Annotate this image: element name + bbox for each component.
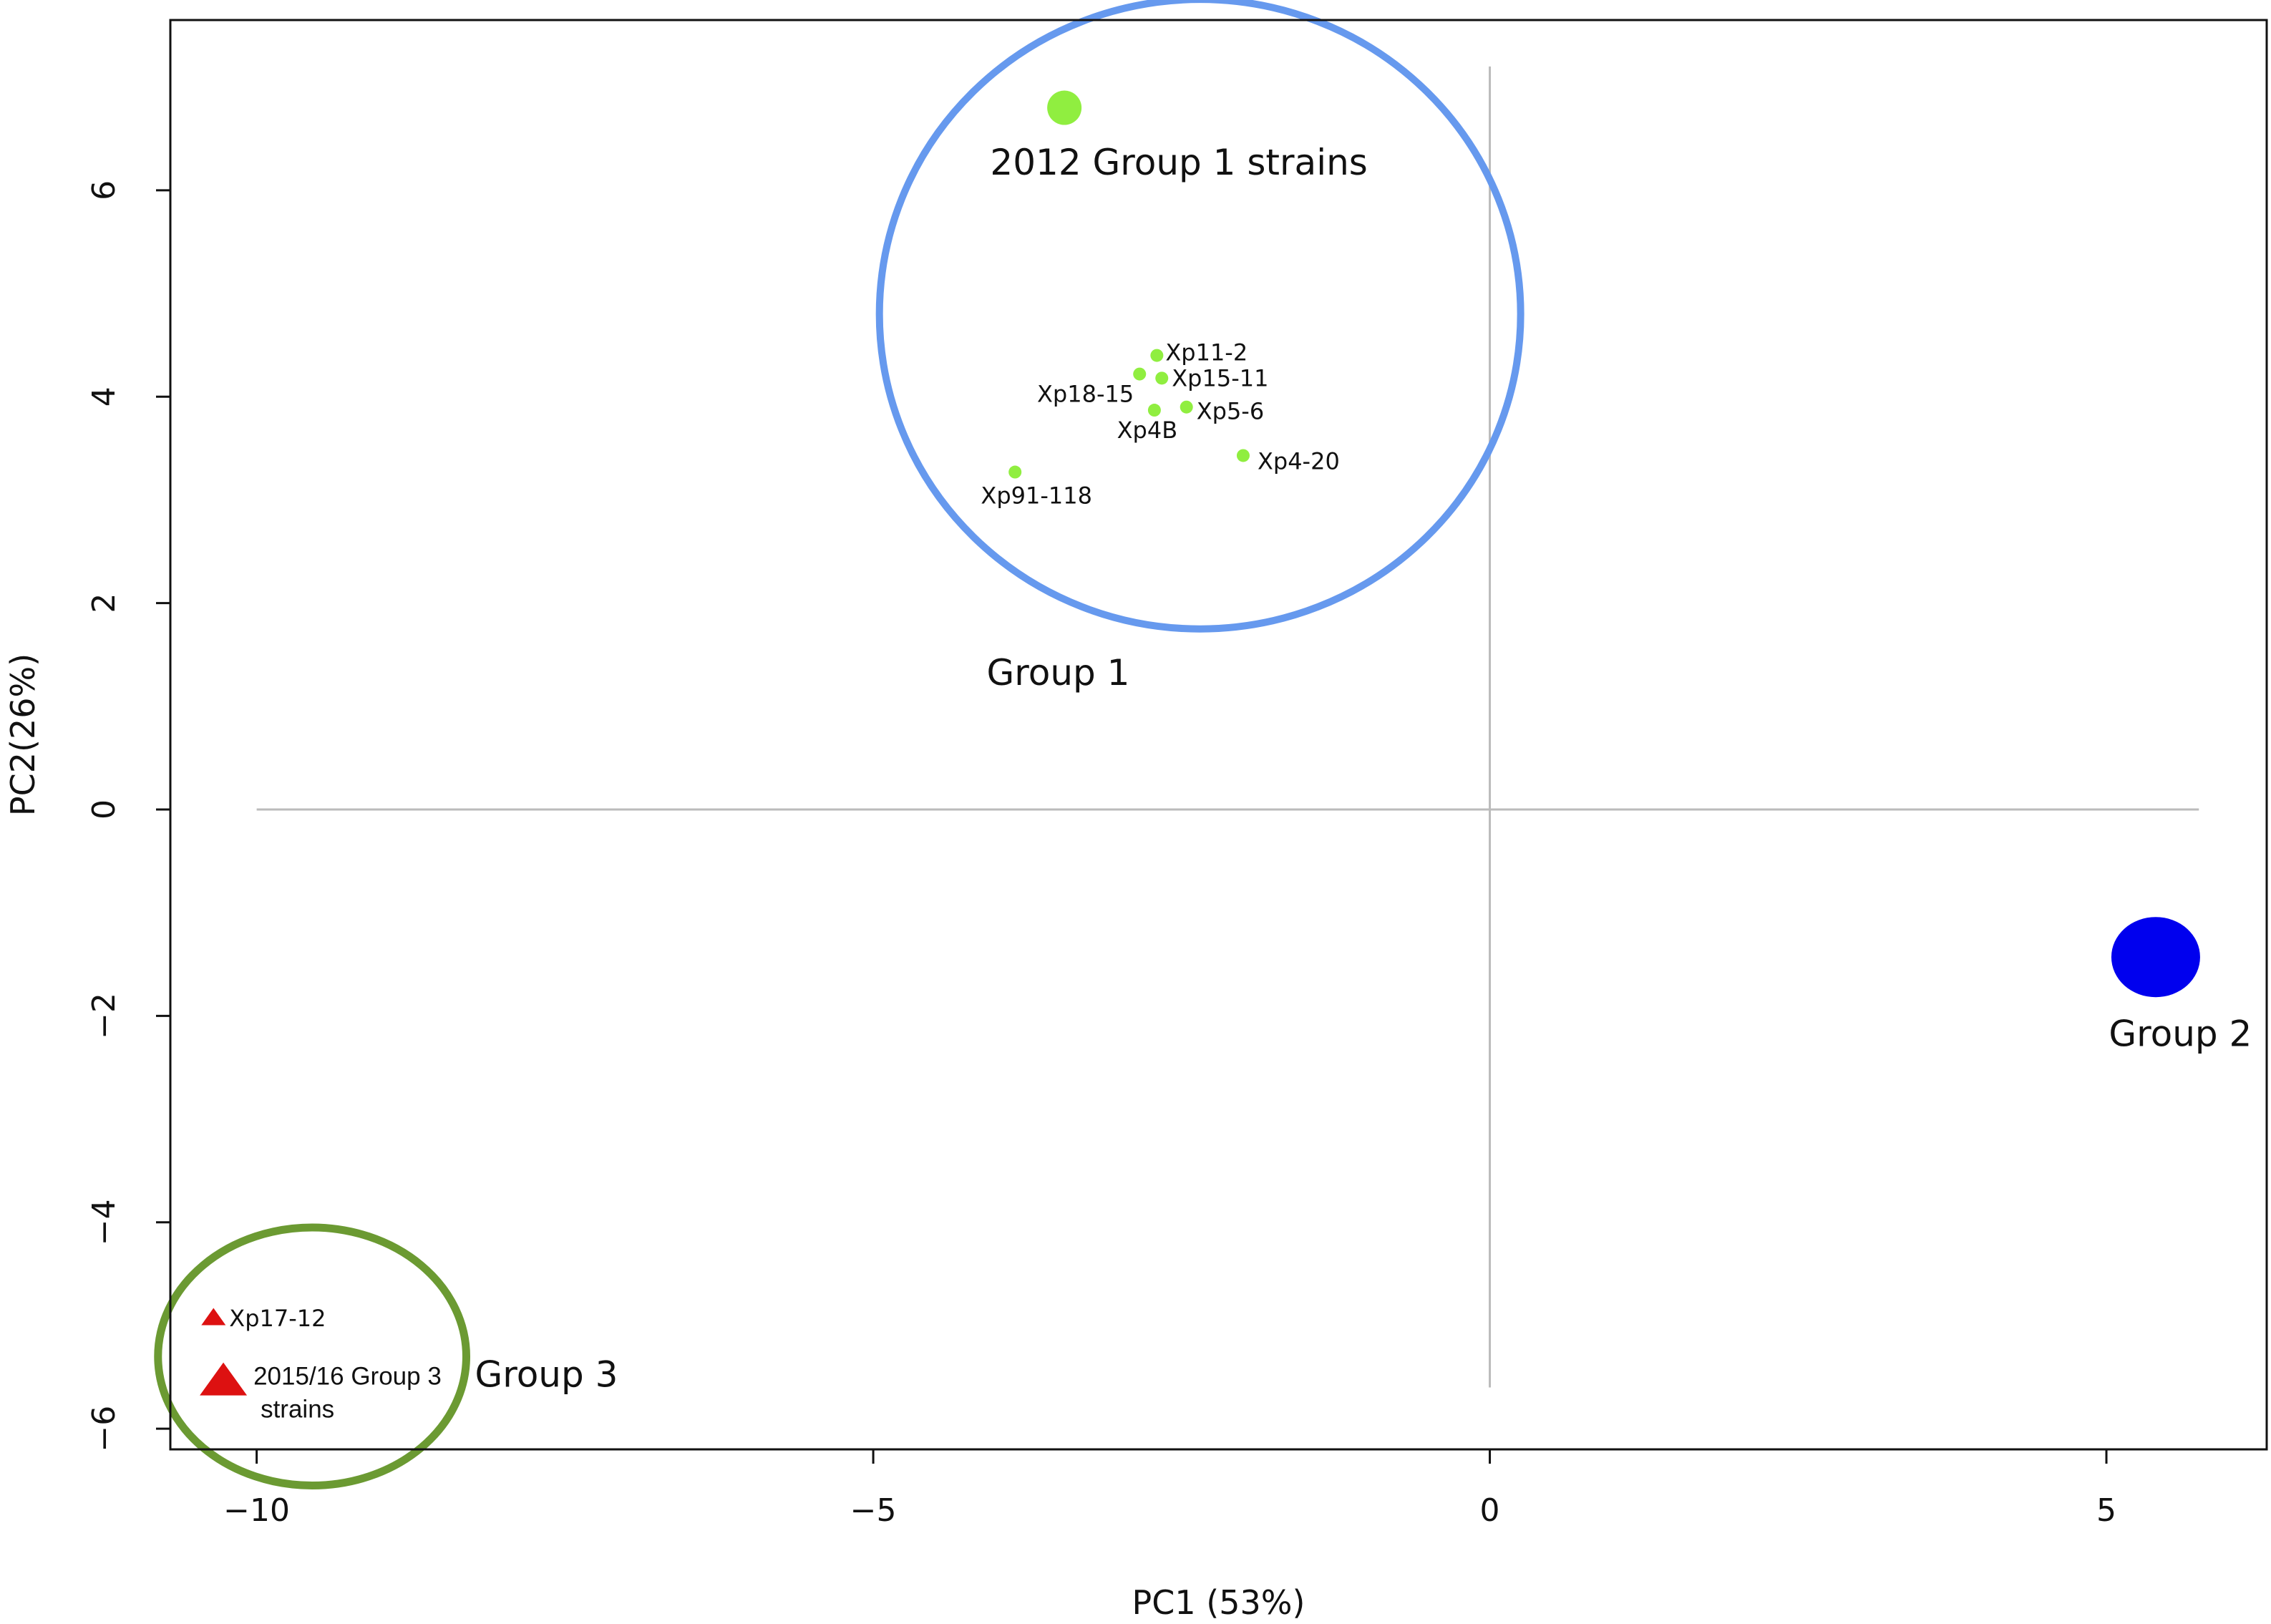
- xp5-6-marker: [1180, 400, 1193, 414]
- plot-frame: [169, 19, 2268, 1451]
- label-xp4b: Xp4B: [1117, 417, 1178, 444]
- x-tick-label: 0: [1480, 1492, 1500, 1529]
- data-points: [200, 90, 2200, 1396]
- y-axis-title: PC2(26%): [4, 653, 42, 816]
- y-tick-label: −6: [86, 1406, 122, 1452]
- label-xp5-6: Xp5-6: [1197, 398, 1265, 425]
- xp4b-marker: [1147, 404, 1161, 417]
- xp4-20-marker: [1236, 449, 1250, 462]
- group-labels: Group 1 Group 2 Group 3: [475, 652, 2252, 1395]
- reference-lines: [256, 66, 2199, 1388]
- label-2015-16-group-3-strains: 2015/16 Group 3 strains: [253, 1363, 442, 1424]
- group-ellipses: [154, 0, 1524, 1489]
- y-tick-label: −2: [86, 993, 122, 1039]
- xp17-12-marker: [201, 1308, 226, 1326]
- xp11-2-marker: [1150, 349, 1164, 362]
- group-3-ellipse: [154, 1223, 471, 1489]
- group-2-label: Group 2: [2109, 1013, 2252, 1055]
- y-tick-label: 4: [86, 386, 122, 407]
- label-2012-group-1-strains: 2012 Group 1 strains: [990, 142, 1367, 183]
- x-tick-label: 5: [2096, 1492, 2116, 1529]
- y-tick-label: 6: [86, 180, 122, 200]
- group-3-label: Group 3: [475, 1354, 618, 1396]
- x-tick-label: −5: [850, 1492, 897, 1529]
- group-1-label: Group 1: [987, 652, 1130, 694]
- group-2-marker: [2111, 917, 2200, 998]
- label-xp91-118: Xp91-118: [981, 482, 1092, 510]
- y-tick-label: 0: [86, 799, 122, 820]
- group-1-ellipse: [875, 0, 1524, 633]
- x-axis-title: PC1 (53%): [1132, 1583, 1305, 1622]
- y-axis: −6 −4 −2 0 2 4 6: [86, 180, 170, 1452]
- xp91-118-marker: [1008, 465, 1022, 479]
- y-tick-label: −4: [86, 1199, 122, 1245]
- label-xp11-2: Xp11-2: [1165, 339, 1248, 366]
- y-tick-label: 2: [86, 593, 122, 613]
- xp18-15-marker: [1133, 367, 1147, 381]
- label-xp17-12: Xp17-12: [229, 1305, 326, 1332]
- xp15-11-marker: [1155, 371, 1169, 385]
- label-xp18-15: Xp18-15: [1037, 381, 1134, 408]
- 2015-16-group-3-strains-marker: [200, 1362, 248, 1396]
- x-axis: −10 −5 0 5: [223, 1449, 2116, 1529]
- label-xp15-11: Xp15-11: [1172, 364, 1268, 392]
- 2012-group-1-strains-marker: [1047, 90, 1082, 125]
- x-tick-label: −10: [223, 1492, 290, 1529]
- label-xp4-20: Xp4-20: [1258, 447, 1340, 475]
- label-line: strains: [261, 1396, 334, 1424]
- label-line: 2015/16 Group 3: [253, 1363, 442, 1391]
